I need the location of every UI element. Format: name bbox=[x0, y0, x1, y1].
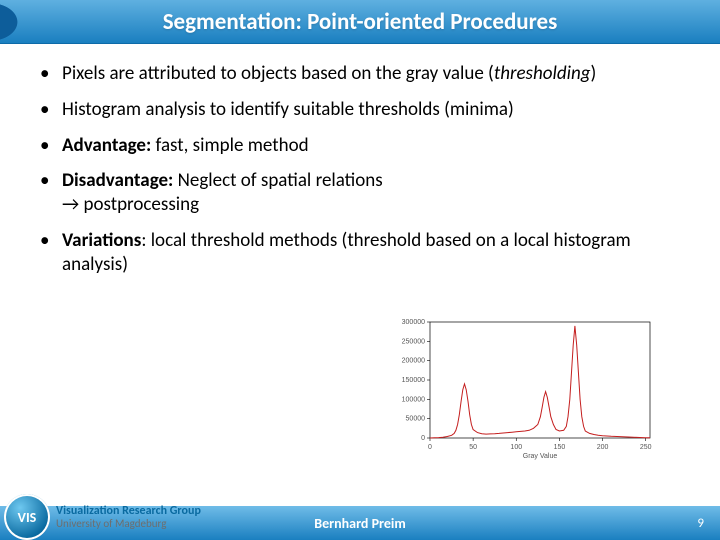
bullet-list: Pixels are attributed to objects based o… bbox=[40, 62, 680, 276]
page-number: 9 bbox=[697, 516, 704, 531]
svg-text:50: 50 bbox=[469, 444, 477, 451]
content-area: Pixels are attributed to objects based o… bbox=[0, 44, 720, 276]
bullet-5-text: : local threshold methods (threshold bas… bbox=[62, 229, 631, 276]
logo-line2: University of Magdeburg bbox=[56, 518, 201, 530]
bullet-3-text: fast, simple method bbox=[151, 134, 308, 157]
svg-text:200000: 200000 bbox=[402, 358, 425, 365]
logo: VIS Visualization Research Group Univers… bbox=[0, 494, 220, 540]
svg-text:50000: 50000 bbox=[406, 416, 426, 423]
bullet-4-text: Neglect of spatial relations bbox=[173, 169, 382, 192]
bullet-2-text: Histogram analysis to identify suitable … bbox=[62, 98, 514, 121]
svg-text:Gray Value: Gray Value bbox=[523, 453, 558, 460]
bullet-1-text-a: Pixels are attributed to objects based o… bbox=[62, 62, 494, 85]
bullet-4-label: Disadvantage: bbox=[62, 169, 173, 192]
svg-text:250: 250 bbox=[640, 444, 652, 451]
logo-text: Visualization Research Group University … bbox=[56, 505, 201, 529]
svg-text:100: 100 bbox=[510, 444, 522, 451]
title-bar: Segmentation: Point-oriented Procedures bbox=[0, 0, 720, 44]
svg-text:250000: 250000 bbox=[402, 338, 425, 345]
bullet-5: Variations: local threshold methods (thr… bbox=[40, 229, 680, 277]
svg-text:0: 0 bbox=[428, 444, 432, 451]
bullet-3: Advantage: fast, simple method bbox=[40, 134, 680, 158]
slide-title: Segmentation: Point-oriented Procedures bbox=[163, 8, 558, 36]
bullet-1-text-c: ) bbox=[591, 62, 597, 85]
histogram-chart: 0 50000 100000 150000 200000 250000 300000 0 50 1… bbox=[388, 316, 658, 460]
bullet-4: Disadvantage: Neglect of spatial relatio… bbox=[40, 169, 680, 217]
svg-text:300000: 300000 bbox=[402, 319, 425, 326]
svg-text:150: 150 bbox=[554, 444, 566, 451]
bullet-2: Histogram analysis to identify suitable … bbox=[40, 98, 680, 122]
bullet-4-arrow: → postprocessing bbox=[62, 193, 199, 216]
svg-text:0: 0 bbox=[421, 435, 425, 442]
footer-author: Bernhard Preim bbox=[314, 515, 405, 532]
logo-badge-text: VIS bbox=[18, 509, 37, 526]
bullet-3-label: Advantage: bbox=[62, 134, 151, 157]
logo-badge: VIS bbox=[4, 494, 50, 540]
bullet-5-label: Variations bbox=[62, 229, 141, 252]
svg-text:200: 200 bbox=[597, 444, 609, 451]
logo-line1: Visualization Research Group bbox=[56, 505, 201, 518]
bullet-1: Pixels are attributed to objects based o… bbox=[40, 62, 680, 86]
svg-text:100000: 100000 bbox=[402, 396, 425, 403]
bullet-1-italic: thresholding bbox=[494, 62, 591, 85]
svg-text:150000: 150000 bbox=[402, 377, 425, 384]
histogram-svg: 0 50000 100000 150000 200000 250000 300000 0 50 1… bbox=[388, 316, 658, 460]
